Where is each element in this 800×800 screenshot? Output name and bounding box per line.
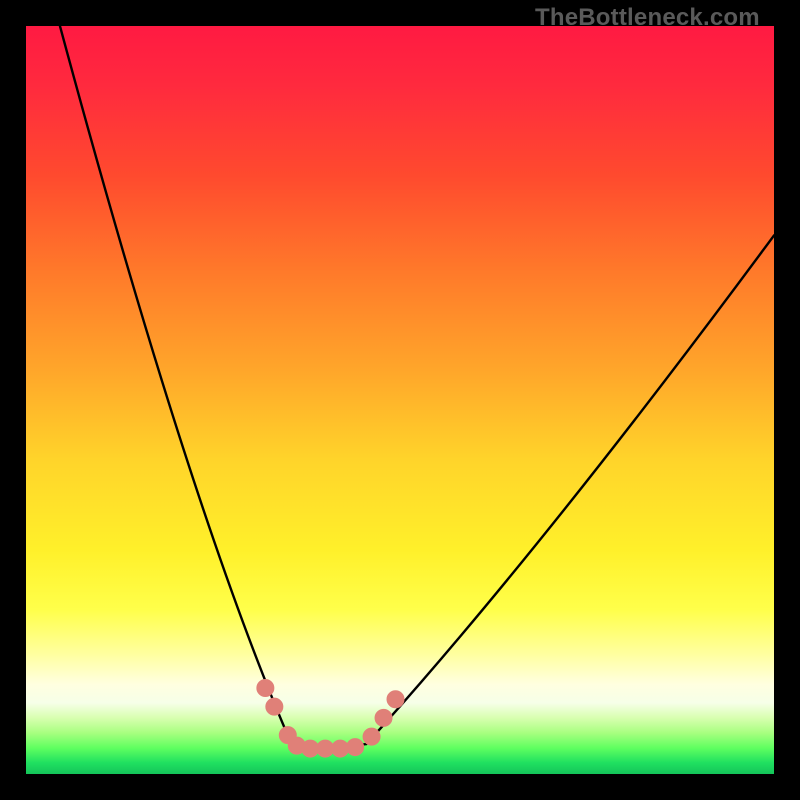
plot-area [26, 26, 774, 774]
curve-marker [363, 728, 380, 745]
gradient-background [26, 26, 774, 774]
chart-svg [26, 26, 774, 774]
curve-marker [375, 709, 392, 726]
curve-marker [257, 679, 274, 696]
curve-marker [317, 740, 334, 757]
curve-marker [387, 691, 404, 708]
curve-marker [266, 698, 283, 715]
curve-marker [302, 740, 319, 757]
curve-marker [332, 740, 349, 757]
curve-marker [347, 739, 364, 756]
watermark-text: TheBottleneck.com [535, 4, 760, 32]
